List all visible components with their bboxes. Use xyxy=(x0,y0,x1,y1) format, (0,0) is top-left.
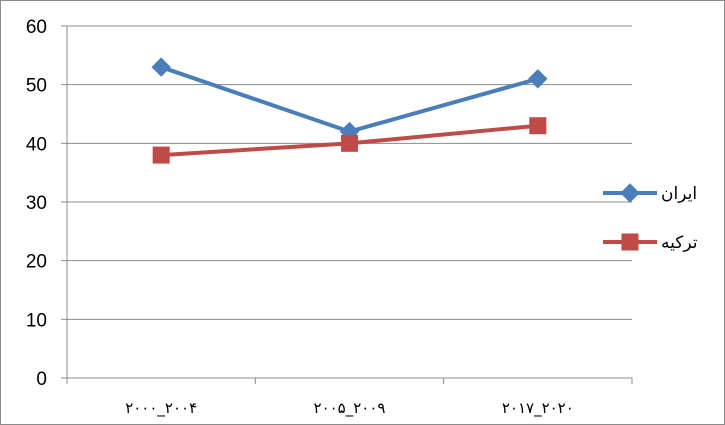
legend-marker-square xyxy=(621,233,639,251)
y-tick-label: 10 xyxy=(26,310,47,331)
data-point-square xyxy=(152,146,170,164)
y-tick-label: 30 xyxy=(26,193,47,214)
x-category-label: ۲۰۰۰_۲۰۰۴ xyxy=(125,399,197,418)
legend-label: ترکیه xyxy=(661,233,698,253)
y-tick-label: 0 xyxy=(36,369,47,390)
legend-marker-diamond xyxy=(620,183,640,203)
y-tick-label: 40 xyxy=(26,134,47,155)
legend-label: ایران xyxy=(661,184,697,204)
data-point-diamond xyxy=(151,57,171,77)
y-tick-label: 20 xyxy=(26,252,47,273)
y-tick-label: 50 xyxy=(26,76,47,97)
data-point-diamond xyxy=(528,69,548,89)
y-tick-label: 60 xyxy=(26,17,47,38)
data-point-square xyxy=(341,134,358,152)
x-category-label: ۲۰۱۷_۲۰۲۰ xyxy=(502,399,574,418)
x-category-label: ۲۰۰۵_۲۰۰۹ xyxy=(314,399,386,418)
data-point-square xyxy=(529,117,547,135)
